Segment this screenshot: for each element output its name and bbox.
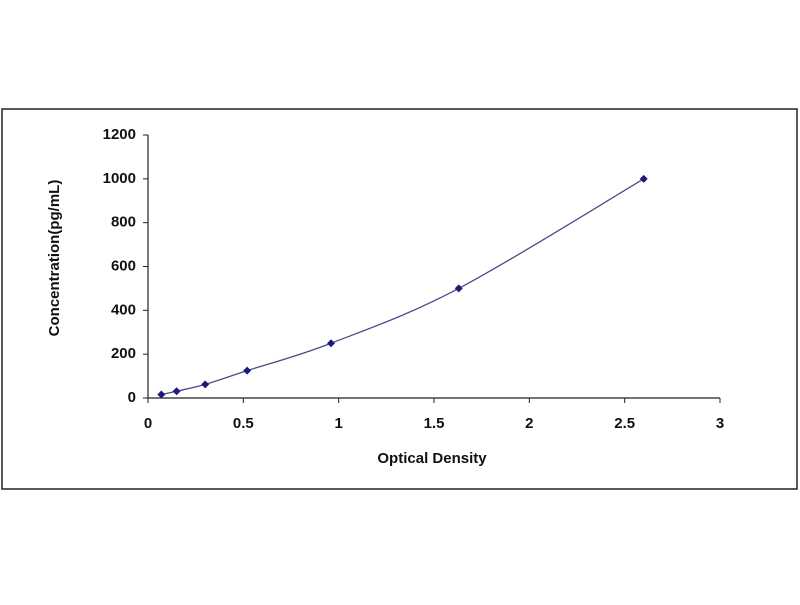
x-tick-label: 3	[716, 415, 724, 432]
y-tick-label: 200	[111, 345, 136, 362]
data-point	[172, 387, 181, 396]
x-tick-label: 0	[144, 415, 152, 432]
data-point	[454, 284, 463, 293]
data-point	[327, 339, 336, 348]
x-tick-label: 1	[334, 415, 342, 432]
data-point	[243, 366, 252, 375]
x-tick-label: 0.5	[233, 415, 254, 432]
y-axis-title: Concentration(pg/mL)	[46, 180, 63, 337]
data-point	[201, 380, 210, 389]
x-axis-title: Optical Density	[377, 450, 487, 467]
y-tick-label: 600	[111, 257, 136, 274]
data-point	[157, 390, 166, 399]
y-tick-label: 0	[128, 389, 136, 406]
fit-curve	[161, 178, 645, 396]
y-tick-label: 1000	[103, 170, 136, 187]
x-tick-label: 2	[525, 415, 533, 432]
x-tick-label: 2.5	[614, 415, 635, 432]
y-tick-label: 1200	[103, 126, 136, 143]
y-tick-label: 400	[111, 301, 136, 318]
chart-frame	[1, 108, 798, 490]
y-tick-label: 800	[111, 214, 136, 231]
x-tick-label: 1.5	[424, 415, 445, 432]
data-point	[639, 174, 648, 183]
